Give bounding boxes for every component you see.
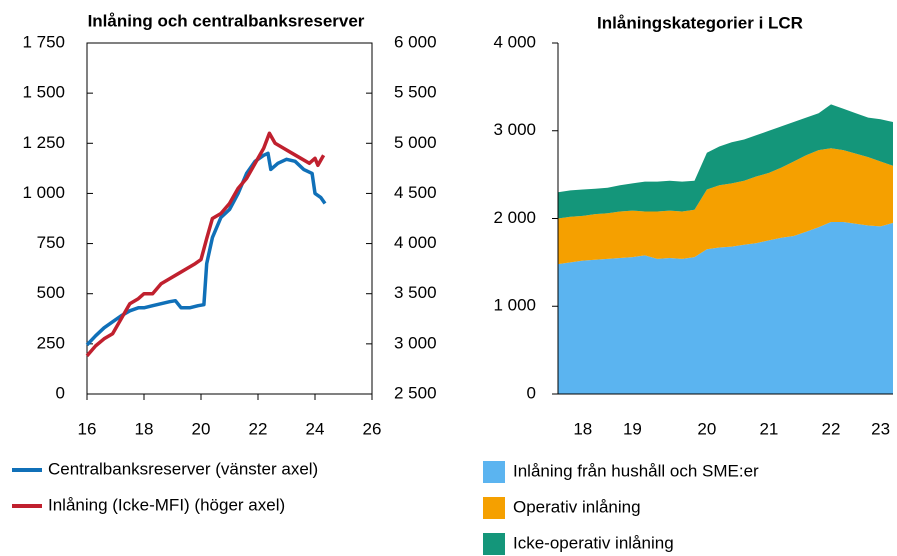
y2-tick-label: 5 000 [394, 133, 437, 152]
y-tick-label: 1 250 [22, 133, 65, 152]
x-tick-label: 22 [249, 419, 268, 438]
x-tick-label: 20 [697, 419, 716, 438]
legend-label: Centralbanksreserver (vänster axel) [48, 459, 318, 478]
data-area [558, 148, 893, 265]
x-tick-label: 18 [135, 419, 154, 438]
legend-label: Inlåning (Icke-MFI) (höger axel) [48, 495, 285, 514]
y-tick-label: 1 750 [22, 32, 65, 51]
data-line [85, 151, 327, 347]
y2-tick-label: 6 000 [394, 32, 437, 51]
x-tick-label: 20 [192, 419, 211, 438]
legend-label: Icke-operativ inlåning [513, 533, 674, 552]
plot-frame [86, 42, 373, 395]
y-tick-label: 1 000 [22, 183, 65, 202]
x-tick-label: 19 [623, 419, 642, 438]
y-tick-label: 4 000 [493, 32, 536, 51]
y-tick-label: 2 000 [493, 208, 536, 227]
x-tick-label: 18 [573, 419, 592, 438]
y-tick-label: 1 000 [493, 296, 536, 315]
data-area [558, 104, 893, 219]
y-tick-label: 0 [56, 383, 65, 402]
x-tick-label: 24 [306, 419, 325, 438]
y2-tick-label: 2 500 [394, 383, 437, 402]
y-tick-label: 1 500 [22, 83, 65, 102]
legend-swatch [483, 461, 505, 483]
legend-label: Operativ inlåning [513, 497, 641, 516]
x-tick-label: 16 [78, 419, 97, 438]
y-tick-label: 3 000 [493, 120, 536, 139]
x-tick-label: 26 [363, 419, 382, 438]
x-tick-label: 23 [871, 419, 890, 438]
legend-swatch [483, 533, 505, 555]
x-tick-label: 21 [759, 419, 778, 438]
legend-swatch [483, 497, 505, 519]
y-tick-label: 750 [37, 233, 65, 252]
y2-tick-label: 5 500 [394, 83, 437, 102]
data-area [558, 222, 893, 394]
chart-title: Inlåning och centralbanksreserver [88, 11, 365, 30]
y2-tick-label: 4 500 [394, 183, 437, 202]
chart-title: Inlåningskategorier i LCR [597, 13, 803, 32]
y-tick-label: 0 [527, 383, 536, 402]
y-tick-label: 250 [37, 333, 65, 352]
data-line [85, 131, 326, 358]
y2-tick-label: 3 000 [394, 333, 437, 352]
y2-tick-label: 4 000 [394, 233, 437, 252]
y-tick-label: 500 [37, 283, 65, 302]
legend-label: Inlåning från hushåll och SME:er [513, 461, 759, 480]
y2-tick-label: 3 500 [394, 283, 437, 302]
x-tick-label: 22 [822, 419, 841, 438]
